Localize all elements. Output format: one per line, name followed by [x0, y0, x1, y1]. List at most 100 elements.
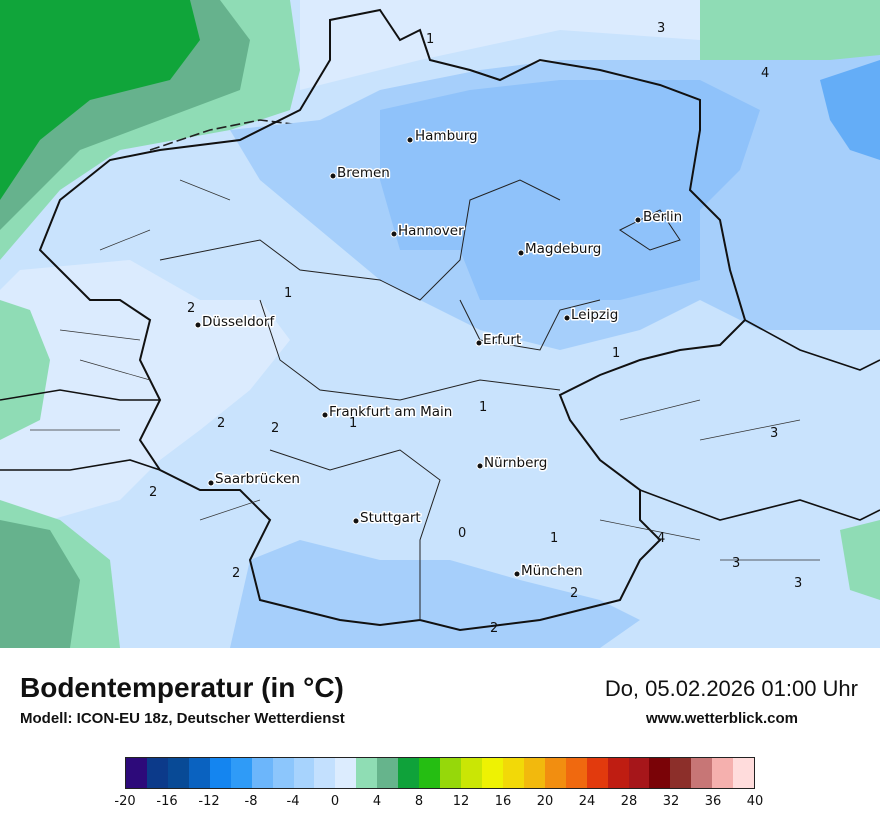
isoline-label: 1 [284, 286, 292, 301]
border-benelux [0, 389, 160, 401]
city-dot [513, 570, 521, 578]
city-dot [194, 321, 202, 329]
colorbar-tick-label: 20 [536, 794, 554, 809]
city-dot [329, 172, 337, 180]
city-label: Hannover [398, 223, 464, 239]
city-dot [634, 216, 642, 224]
city-stuttgart: Stuttgart [352, 509, 422, 528]
colorbar-segment [314, 758, 336, 788]
colorbar-segment [251, 758, 273, 788]
isoline-label: 1 [550, 531, 558, 546]
isoline-label: 2 [232, 566, 240, 581]
colorbar-segment [398, 758, 420, 788]
border-czech-austria [639, 489, 880, 521]
colorbar-ticks: -20 -16 -12 -8 -4 0 4 8 12 16 20 24 28 32 36 40 [114, 794, 763, 814]
map-title: Bodentemperatur (in °C) [20, 672, 344, 703]
colorbar-segment [461, 758, 482, 788]
isoline-label: 1 [349, 416, 357, 431]
colorbar-tick-label: -20 [114, 794, 136, 809]
temperature-map: Hamburg Bremen Berlin Hannover Magdeburg… [0, 0, 880, 648]
colorbar-segment [733, 758, 755, 788]
city-label: Frankfurt am Main [329, 404, 452, 420]
city-label: Saarbrücken [215, 471, 300, 487]
city-berlin: Berlin [634, 208, 684, 227]
city-bremen: Bremen [329, 164, 391, 183]
mild-zone-west [0, 300, 50, 440]
colorbar-segment [335, 758, 357, 788]
colorbar-tick-label: 32 [662, 794, 680, 809]
colorbar-tick-label: 8 [414, 794, 424, 809]
colorbar-segment [691, 758, 713, 788]
website-link[interactable]: www.wetterblick.com [646, 710, 798, 727]
isoline-label: 2 [149, 485, 157, 500]
city-dot [476, 462, 484, 470]
city-erfurt: Erfurt [475, 331, 523, 350]
city-dot [563, 314, 571, 322]
city-duesseldorf: Düsseldorf [194, 313, 277, 332]
city-dot [475, 339, 483, 347]
colorbar-segment [188, 758, 210, 788]
city-label: Magdeburg [525, 241, 601, 257]
colorbar-segment [628, 758, 650, 788]
colorbar-tick-label: -4 [286, 794, 300, 809]
isoline-label: 3 [732, 556, 740, 571]
colorbar-tick-label: 24 [578, 794, 596, 809]
isoline-label: 4 [761, 66, 769, 81]
colorbar-segment [670, 758, 692, 788]
city-dot [207, 479, 215, 487]
isoline-label: 3 [770, 426, 778, 441]
colorbar-tick-label: 12 [452, 794, 470, 809]
city-label: München [521, 563, 583, 579]
city-muenchen: München [513, 562, 584, 581]
city-label: Stuttgart [360, 510, 421, 526]
city-leipzig: Leipzig [563, 306, 620, 325]
isoline-label: 1 [612, 346, 620, 361]
coldest-zone-poland [820, 60, 880, 160]
city-dot [517, 249, 525, 257]
colorbar-segment [607, 758, 629, 788]
colorbar-segment [146, 758, 168, 788]
colorbar-tick-label: -8 [244, 794, 258, 809]
city-label: Berlin [643, 209, 682, 225]
colorbar-segment [649, 758, 671, 788]
colorbar-segment [712, 758, 734, 788]
city-nuernberg: Nürnberg [476, 454, 549, 473]
light-zone-west [0, 260, 290, 520]
isoline-label: 2 [217, 416, 225, 431]
city-hamburg: Hamburg [406, 127, 479, 146]
border-poland-czech [744, 319, 880, 371]
isoline-label: 1 [426, 32, 434, 47]
colorbar-tick-label: 36 [704, 794, 722, 809]
colorbar-segment [502, 758, 524, 788]
state-border-berlin [619, 209, 681, 251]
colorbar-tick-label: -16 [156, 794, 178, 809]
colorbar-tick-label: 4 [372, 794, 382, 809]
state-border-3 [269, 449, 441, 620]
north-sea-warm-zone [0, 0, 200, 200]
colorbar-segment [126, 758, 147, 788]
colorbar-segment [481, 758, 503, 788]
mild-zone-se [840, 520, 880, 600]
city-hannover: Hannover [390, 222, 466, 241]
model-info: Modell: ICON-EU 18z, Deutscher Wetterdie… [20, 710, 345, 727]
isoline-label: 3 [657, 21, 665, 36]
city-label: Bremen [337, 165, 390, 181]
colorbar-segment [440, 758, 461, 788]
colorbar-segment [377, 758, 399, 788]
colorbar-segment [167, 758, 189, 788]
colorbar-tick-label: 16 [494, 794, 512, 809]
colorbar-tick-label: -12 [198, 794, 220, 809]
city-saarbruecken: Saarbrücken [207, 470, 301, 489]
colorbar-tick-label: 28 [620, 794, 638, 809]
colorbar-segment [230, 758, 252, 788]
isoline-label: 2 [271, 421, 279, 436]
isoline-label: 2 [490, 621, 498, 636]
city-label: Leipzig [571, 307, 618, 323]
border-lux-france [0, 459, 161, 471]
city-dot [406, 136, 414, 144]
isoline-label: 4 [657, 531, 665, 546]
city-dot [352, 517, 360, 525]
colorbar-segment [356, 758, 378, 788]
dark-zone-sw [0, 520, 80, 648]
colorbar-tick-label: 0 [330, 794, 340, 809]
